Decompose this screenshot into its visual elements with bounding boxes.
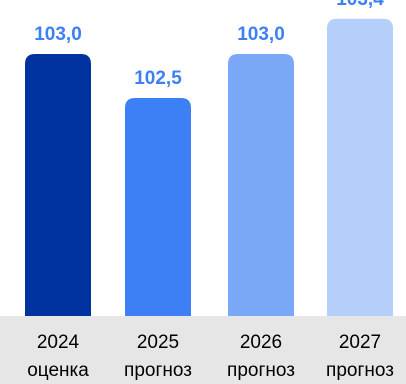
- bar-2026: [228, 54, 294, 316]
- category-note-2025: прогноз: [124, 360, 192, 381]
- category-note-2024: оценка: [27, 360, 89, 381]
- category-label-2027: 2027: [339, 332, 381, 353]
- category-label-2024: 2024: [37, 332, 80, 353]
- category-label-2026: 2026: [240, 332, 282, 353]
- bar-2025: [125, 98, 191, 316]
- category-label-2025: 2025: [137, 332, 179, 353]
- value-label-2024: 103,0: [34, 24, 82, 45]
- bars-group: [25, 18, 393, 317]
- category-labels-group: 2024 оценка 2025 прогноз 2026 прогноз 2027 прог…: [27, 332, 394, 381]
- bar-2024: [25, 54, 91, 316]
- bar-2027: [327, 18, 393, 317]
- value-label-2026: 103,0: [237, 24, 285, 45]
- category-band: [0, 316, 406, 384]
- category-note-2026: прогноз: [227, 360, 295, 381]
- value-labels-group: 103,0 102,5 103,0 103,4: [34, 0, 384, 89]
- category-note-2027: прогноз: [326, 360, 394, 381]
- value-label-2027: 103,4: [336, 0, 384, 10]
- value-label-2025: 102,5: [134, 68, 182, 89]
